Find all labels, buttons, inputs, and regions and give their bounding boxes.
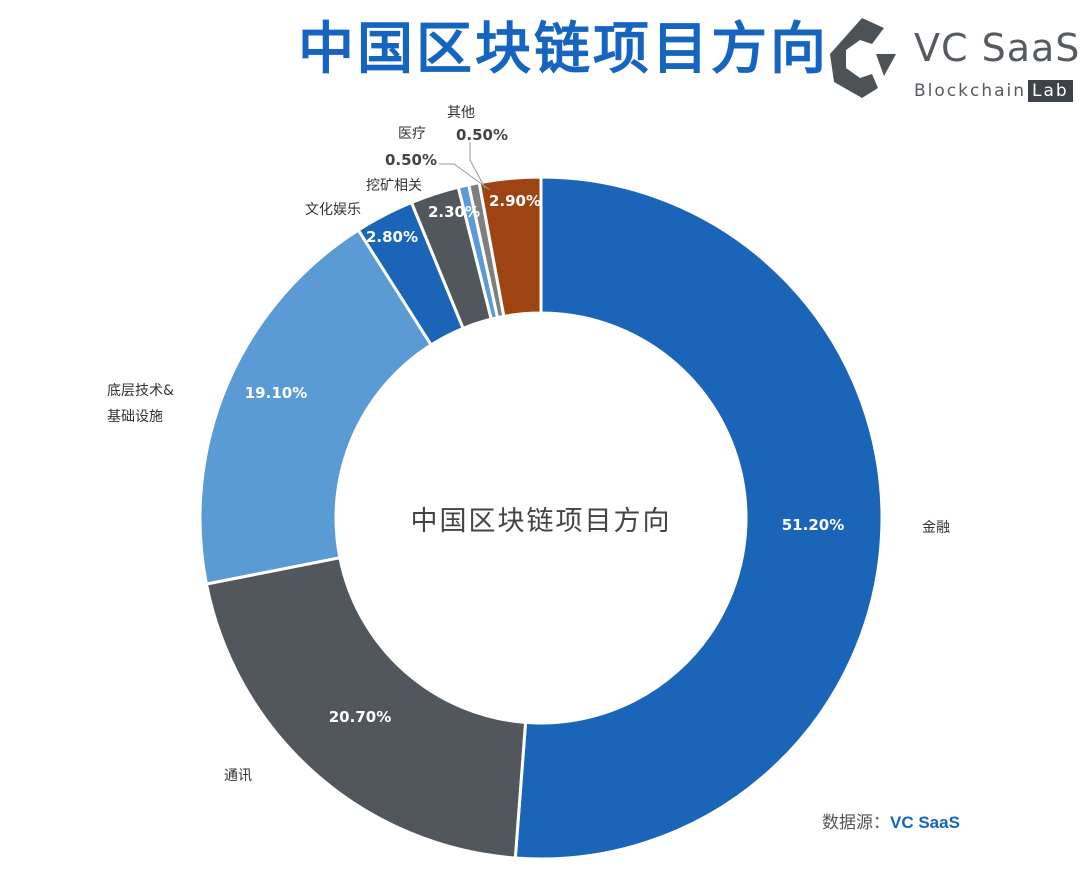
category-label-4: 挖矿相关 [366, 178, 422, 194]
category-label-2: 底层技术&基础设施 [107, 383, 174, 425]
source-brand: VC SaaS [890, 813, 960, 832]
category-label-0: 金融 [922, 520, 950, 536]
slice-1 [204, 555, 528, 860]
slices-group [198, 175, 884, 861]
value-label-4: 2.30% [428, 203, 480, 221]
category-label-5: 医疗 [398, 126, 426, 142]
value-label-0: 51.20% [782, 516, 844, 534]
leader-line-5 [439, 163, 491, 191]
leader-line-6 [469, 142, 486, 189]
value-label-3: 2.80% [366, 228, 418, 246]
category-label-3: 文化娱乐 [305, 202, 361, 218]
logo-name: VC SaaS [914, 26, 1080, 70]
value-label-5: 0.50% [385, 151, 437, 169]
value-label-1: 20.70% [329, 708, 391, 726]
slice-7 [477, 175, 543, 319]
value-label-7: 2.90% [489, 192, 541, 210]
value-labels-group: 51.20% 20.70% 19.10% 2.80% 2.30% 0.50% 0.50% 2.… [245, 126, 844, 726]
brand-logo: VC SaaS Blockchain Lab [826, 14, 1079, 106]
logo-subtitle-prefix: Blockchain [914, 81, 1027, 101]
category-label-6: 其他 [447, 105, 475, 121]
slice-2 [198, 228, 434, 586]
logo-subtitle: Blockchain Lab [914, 80, 1073, 102]
data-source: 数据源：VC SaaS [822, 808, 960, 833]
chart-title: 中国区块链项目方向 [298, 17, 829, 82]
leader-lines-group [439, 142, 491, 191]
category-label-1: 通讯 [224, 768, 252, 784]
slice-0 [513, 175, 884, 861]
value-label-2: 19.10% [245, 384, 307, 402]
value-label-6: 0.50% [456, 126, 508, 144]
logo-mark-icon [830, 18, 896, 98]
center-label: 中国区块链项目方向 [411, 506, 672, 537]
logo-subtitle-badge: Lab [1028, 80, 1073, 102]
source-label: 数据源： [822, 813, 890, 833]
